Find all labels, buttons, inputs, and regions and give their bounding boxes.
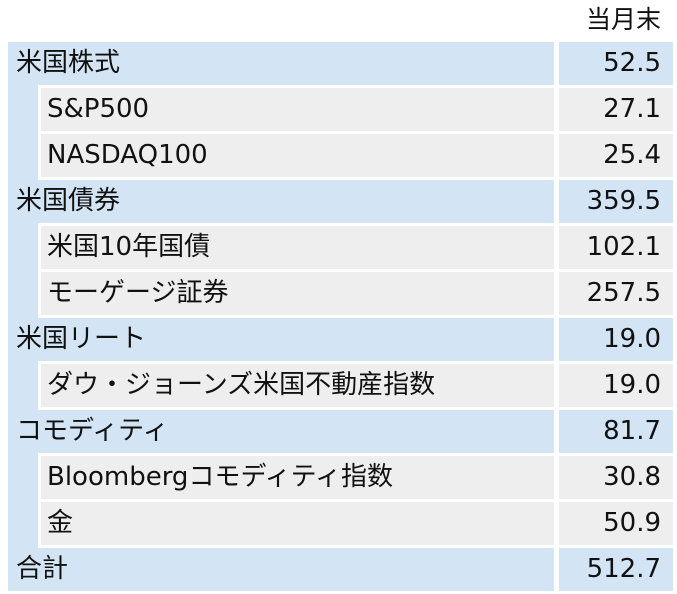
row-value: 512.7: [559, 548, 673, 591]
row-label: ダウ・ジョーンズ米国不動産指数: [41, 364, 554, 407]
table-row-gold: 金 50.9: [8, 499, 673, 548]
group-indent: [8, 361, 38, 410]
row-value: 19.0: [559, 318, 673, 361]
table-row-nasdaq100: NASDAQ100 25.4: [8, 131, 673, 180]
table-row-total: 合計 512.7: [8, 548, 673, 591]
row-label: コモディティ: [8, 410, 554, 453]
group-indent: [8, 269, 38, 318]
row-value: 25.4: [559, 134, 673, 177]
table-row-mortgage-securities: モーゲージ証券 257.5: [8, 269, 673, 318]
row-value: 81.7: [559, 410, 673, 453]
row-value: 50.9: [559, 502, 673, 545]
row-label: NASDAQ100: [41, 134, 554, 177]
row-value: 102.1: [559, 226, 673, 269]
row-value: 257.5: [559, 272, 673, 315]
table-row-commodities: コモディティ 81.7: [8, 410, 673, 453]
table-row-us-reit: 米国リート 19.0: [8, 318, 673, 361]
group-indent: [8, 85, 38, 134]
group-indent: [8, 499, 38, 548]
row-value: 19.0: [559, 364, 673, 407]
row-label: 合計: [8, 548, 554, 591]
row-value: 52.5: [559, 42, 673, 85]
row-label: 金: [41, 502, 554, 545]
table-row-us-bonds: 米国債券 359.5: [8, 180, 673, 223]
table-row-bloomberg-commodity-index: Bloombergコモディティ指数 30.8: [8, 453, 673, 502]
row-label: 米国10年国債: [41, 226, 554, 269]
row-label: 米国債券: [8, 180, 554, 223]
row-label: Bloombergコモディティ指数: [41, 456, 554, 499]
table-header: 当月末: [0, 0, 677, 42]
row-value: 27.1: [559, 88, 673, 131]
row-value: 30.8: [559, 456, 673, 499]
row-label: 米国株式: [8, 42, 554, 85]
table-row-dow-jones-reit-index: ダウ・ジョーンズ米国不動産指数 19.0: [8, 361, 673, 410]
table-row-sp500: S&P500 27.1: [8, 85, 673, 134]
row-label: 米国リート: [8, 318, 554, 361]
row-label: S&P500: [41, 88, 554, 131]
group-indent: [8, 453, 38, 502]
table-row-us-equity: 米国株式 52.5: [8, 42, 673, 85]
group-indent: [8, 223, 38, 272]
column-header-month-end: 当月末: [585, 5, 661, 34]
row-value: 359.5: [559, 180, 673, 223]
table-body: 米国株式 52.5 S&P500 27.1 NASDAQ100 25.4 米国債…: [8, 42, 673, 594]
row-label: モーゲージ証券: [41, 272, 554, 315]
table-row-us-10y-treasury: 米国10年国債 102.1: [8, 223, 673, 272]
group-indent: [8, 131, 38, 180]
